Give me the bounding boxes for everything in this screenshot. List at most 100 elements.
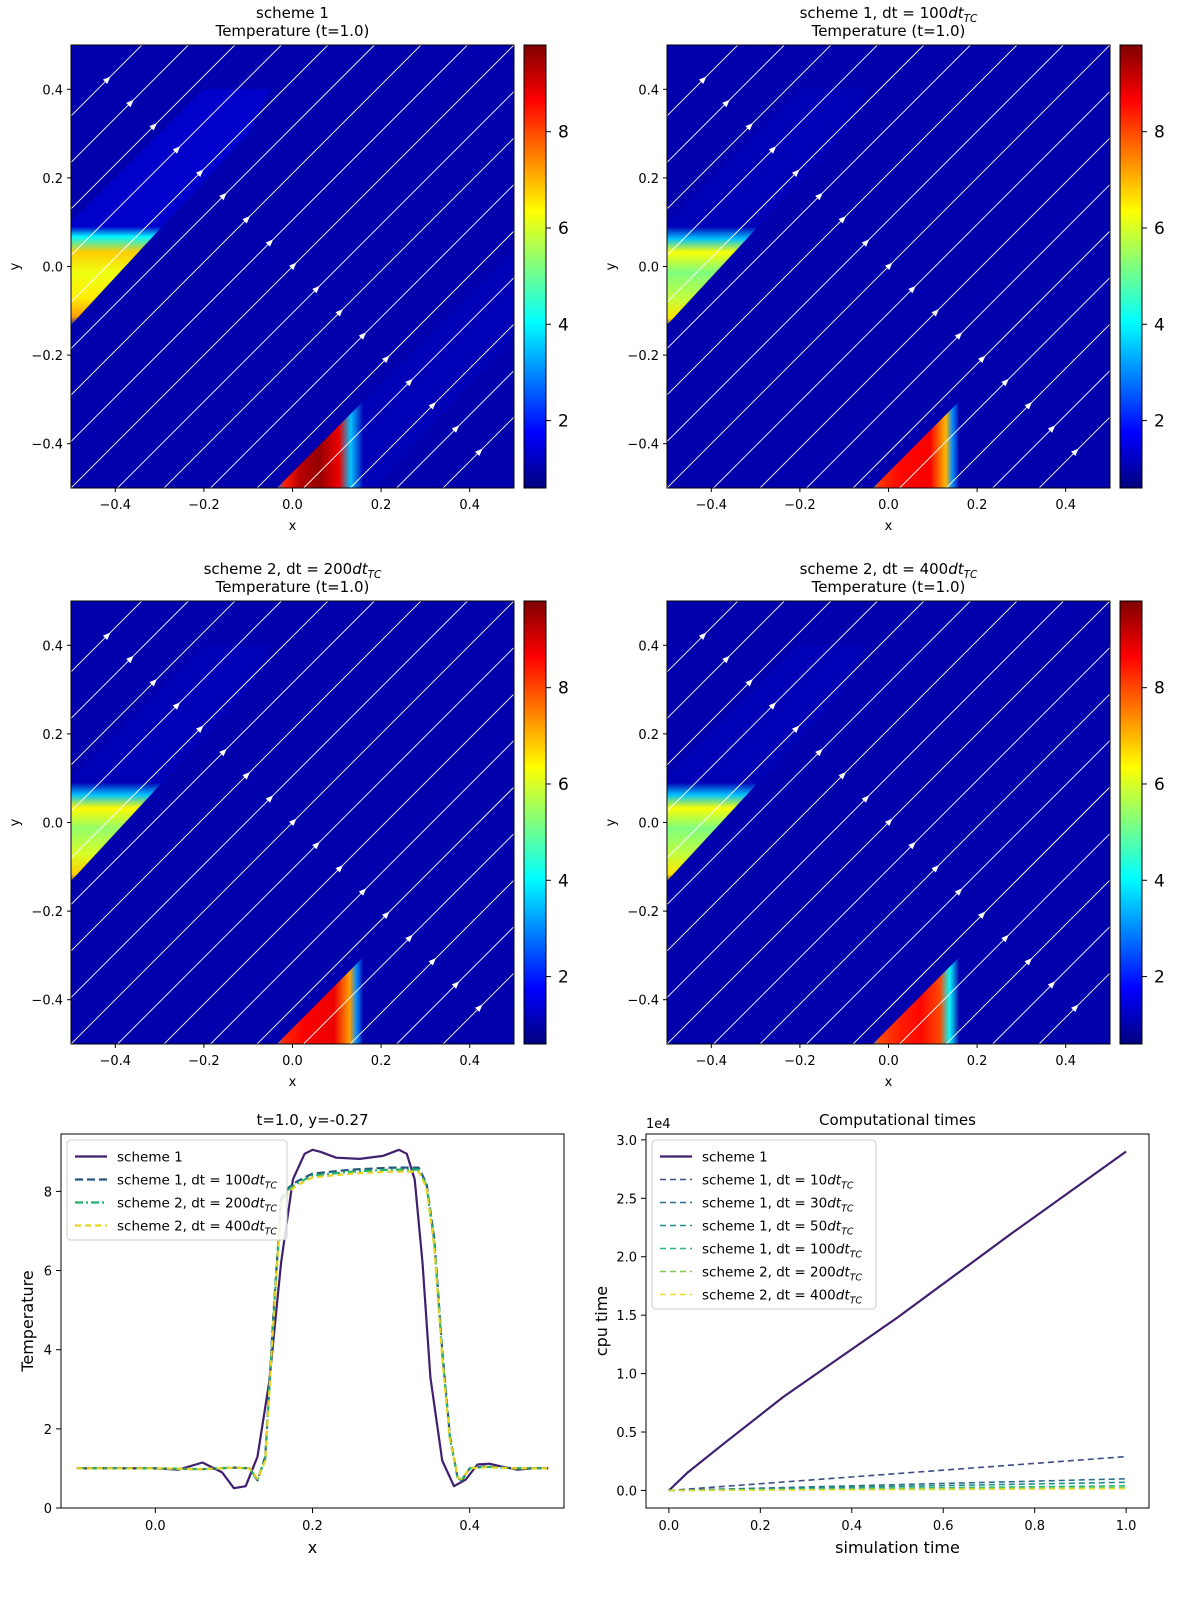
y-tick-label: 0.0 bbox=[42, 261, 63, 276]
heatmap-panel-2: −0.4 −0.2 0.0 0.2 0.4 −0.4 −0.2 0.0 0.2 0.4 x y sche… bbox=[604, 4, 1165, 534]
legend-label-1: scheme 1 bbox=[117, 1150, 183, 1166]
series-line-6 bbox=[668, 1486, 1127, 1492]
y-tick-label: 8 bbox=[44, 1185, 52, 1200]
panel-title-line1: scheme 2, dt = 200dtTC bbox=[204, 560, 382, 581]
x-tick-label: −0.4 bbox=[100, 498, 132, 513]
streamline-arrow bbox=[1024, 402, 1033, 410]
streamline bbox=[667, 601, 786, 720]
streamline-arrow bbox=[149, 678, 157, 687]
streamline-arrow bbox=[838, 771, 846, 780]
chart-title: t=1.0, y=-0.27 bbox=[256, 1111, 368, 1129]
streamline bbox=[667, 601, 925, 859]
legend-label-7: scheme 2, dt = 400dtTC bbox=[702, 1288, 862, 1307]
colorbar-tick-label: 4 bbox=[558, 315, 569, 335]
streamline-arrow bbox=[768, 146, 777, 154]
streamline bbox=[667, 45, 786, 164]
x-tick-label: −0.2 bbox=[188, 498, 220, 513]
streamline bbox=[71, 45, 190, 164]
streamline-arrow bbox=[265, 239, 274, 247]
streamline bbox=[712, 90, 1110, 488]
streamline bbox=[667, 601, 1065, 999]
streamline-arrow bbox=[195, 725, 204, 733]
y-tick-label: 0.4 bbox=[638, 639, 659, 654]
colorbar-tick-label: 6 bbox=[558, 219, 569, 239]
streamline bbox=[852, 786, 1110, 1044]
streamline-arrow bbox=[931, 309, 940, 317]
streamline bbox=[71, 45, 376, 350]
hot-band bbox=[276, 805, 514, 1044]
streamline-arrow bbox=[126, 655, 134, 664]
colorbar: 2 4 6 8 bbox=[1119, 44, 1165, 489]
y-tick-label: 0 bbox=[44, 1502, 52, 1517]
streamline bbox=[667, 601, 739, 673]
y-tick-label: −0.2 bbox=[31, 905, 63, 920]
y-tick-label: 1.0 bbox=[616, 1368, 637, 1383]
y-axis-label: y bbox=[604, 262, 619, 270]
streamline-arrow bbox=[954, 888, 963, 896]
y-tick-label: 0.0 bbox=[638, 817, 659, 832]
chart-title: Computational times bbox=[819, 1111, 976, 1129]
streamline-arrow bbox=[861, 795, 870, 803]
y-tick-label: 0.0 bbox=[638, 261, 659, 276]
hot-band bbox=[872, 249, 1110, 488]
streamline bbox=[667, 45, 1018, 396]
streamline bbox=[349, 879, 514, 1044]
streamline-arrow bbox=[885, 818, 893, 826]
streamline bbox=[442, 416, 514, 488]
colorbar: 2 4 6 8 bbox=[1119, 600, 1165, 1045]
legend-label-4: scheme 2, dt = 400dtTC bbox=[117, 1219, 277, 1238]
colorbar-tick-label: 4 bbox=[558, 871, 569, 891]
streamline-arrow bbox=[838, 215, 846, 224]
heatmap-panel-1: −0.4 −0.2 0.0 0.2 0.4 −0.4 −0.2 0.0 0.2 0.4 x y sche… bbox=[8, 4, 569, 534]
streamline bbox=[759, 137, 1110, 488]
x-tick-label: 0.0 bbox=[878, 1054, 899, 1069]
x-axis-label: x bbox=[289, 1075, 297, 1090]
panel-title-line2: Temperature (t=1.0) bbox=[811, 22, 966, 40]
streamline bbox=[71, 601, 376, 906]
legend-label-3: scheme 1, dt = 30dtTC bbox=[702, 1196, 854, 1215]
x-tick-label: 0.0 bbox=[145, 1519, 166, 1534]
streamline-arrow bbox=[722, 655, 730, 664]
streamline bbox=[805, 739, 1110, 1044]
streamline-arrow bbox=[908, 841, 916, 850]
streamline bbox=[163, 693, 514, 1044]
streamline-arrow bbox=[978, 911, 986, 920]
x-tick-label: 0.2 bbox=[967, 1054, 988, 1069]
streamline bbox=[1038, 972, 1110, 1044]
streamline-arrow bbox=[312, 285, 320, 294]
streamline bbox=[667, 45, 879, 257]
x-tick-label: 0.4 bbox=[1055, 1054, 1076, 1069]
x-axis-label: simulation time bbox=[835, 1538, 960, 1557]
streamline-arrow bbox=[475, 448, 483, 457]
streamline bbox=[71, 601, 190, 720]
streamline-arrow bbox=[358, 888, 367, 896]
legend: scheme 1 scheme 1, dt = 100dtTC scheme 2, … bbox=[66, 1139, 288, 1241]
streamline-arrow bbox=[791, 725, 800, 733]
panel-title-line1: scheme 1, dt = 100dtTC bbox=[800, 4, 978, 25]
x-tick-label: 1.0 bbox=[1116, 1519, 1137, 1534]
streamline bbox=[667, 45, 925, 303]
x-tick-label: 0.4 bbox=[1055, 498, 1076, 513]
y-tick-label: 2.0 bbox=[616, 1251, 637, 1266]
streamline bbox=[945, 879, 1110, 1044]
series-line-4 bbox=[76, 1170, 549, 1480]
streamline-arrow bbox=[265, 795, 274, 803]
y-tick-label: 4 bbox=[44, 1344, 52, 1359]
heatmap-panel-3: −0.4 −0.2 0.0 0.2 0.4 −0.4 −0.2 0.0 0.2 0.4 x y sche… bbox=[8, 560, 569, 1090]
streamline-arrow bbox=[815, 192, 823, 201]
streamline-arrow bbox=[885, 262, 893, 270]
x-tick-label: 0.0 bbox=[659, 1519, 680, 1534]
legend-label-3: scheme 2, dt = 200dtTC bbox=[117, 1196, 277, 1215]
streamline-arrow bbox=[954, 332, 963, 340]
y-tick-label: 2.5 bbox=[616, 1192, 637, 1207]
heatmap-field bbox=[71, 601, 514, 1044]
legend-label-2: scheme 1, dt = 100dtTC bbox=[117, 1173, 277, 1192]
streamline-arrow bbox=[289, 262, 297, 270]
y-tick-label: 0.4 bbox=[42, 83, 63, 98]
x-axis-label: x bbox=[885, 519, 893, 534]
streamline-arrow bbox=[428, 402, 437, 410]
x-tick-label: −0.2 bbox=[784, 498, 816, 513]
colorbar-scale bbox=[1119, 44, 1143, 489]
streamline-arrow bbox=[1001, 378, 1009, 387]
streamline bbox=[667, 601, 1018, 952]
